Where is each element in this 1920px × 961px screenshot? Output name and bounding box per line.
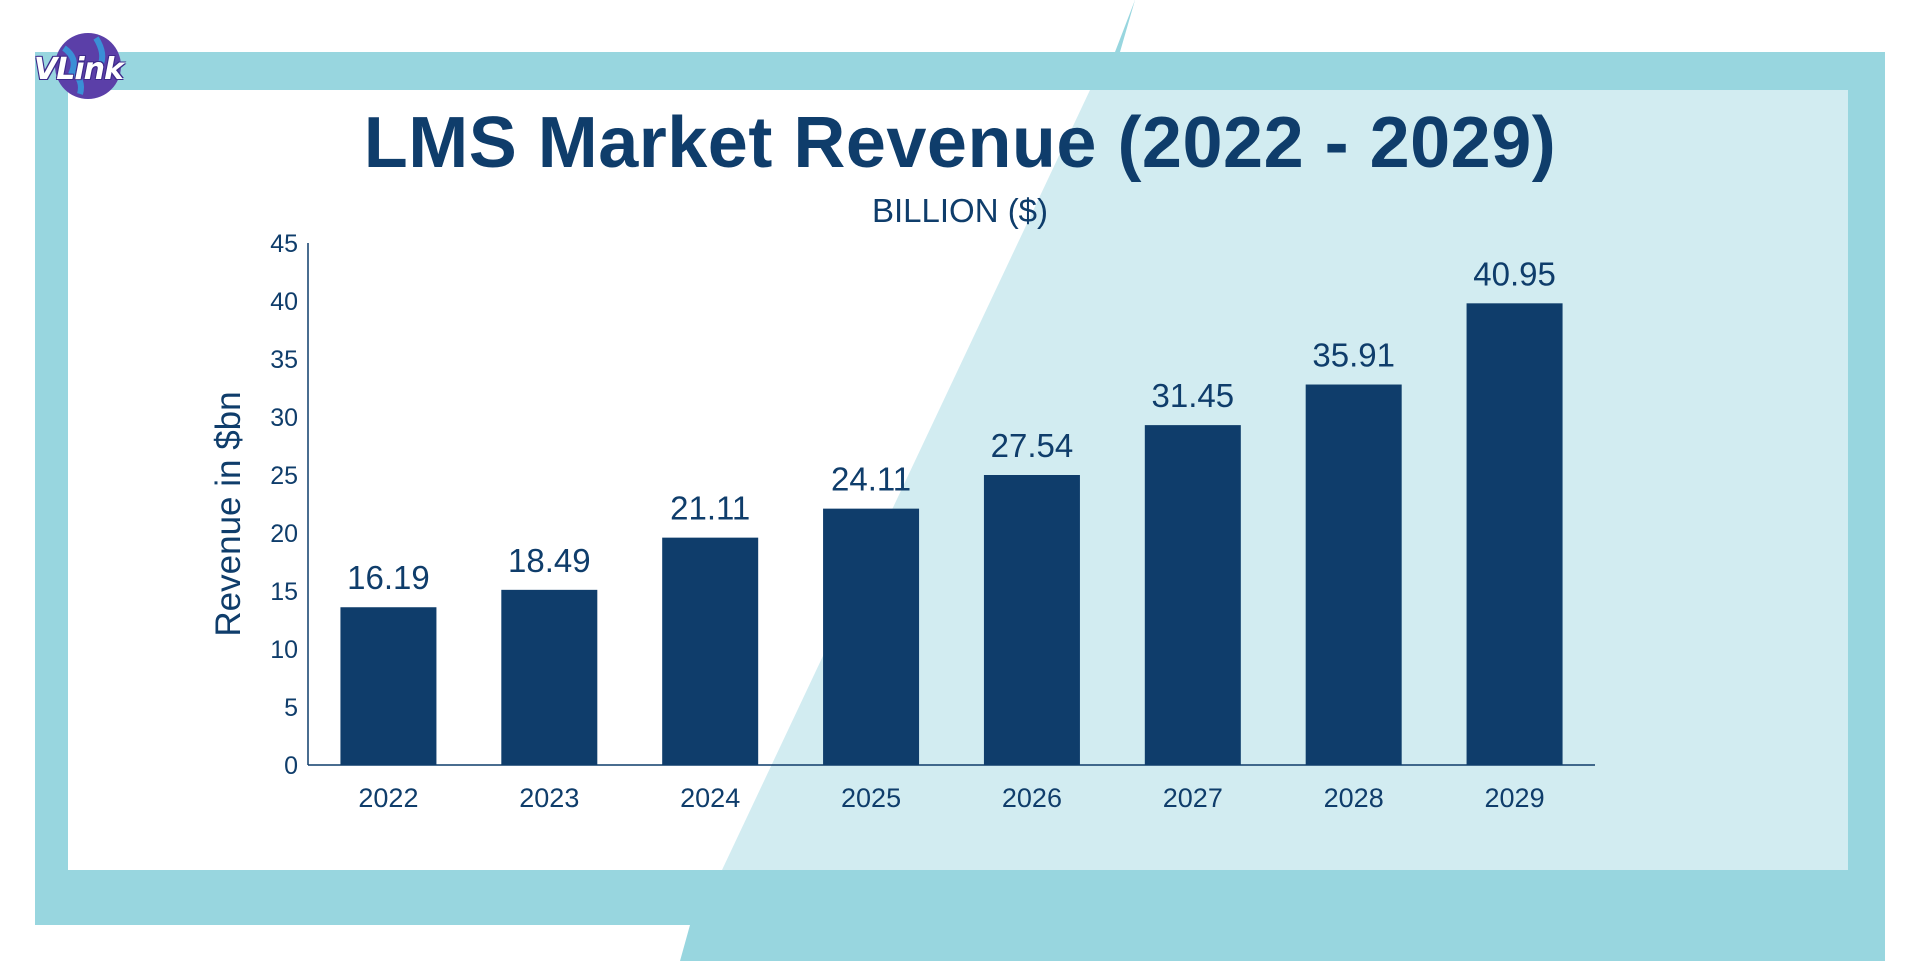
y-tick-label: 25 (270, 462, 298, 490)
y-tick-label: 30 (270, 404, 298, 432)
bar-2025 (823, 508, 920, 765)
bar-2023 (501, 589, 598, 765)
y-tick-label: 20 (270, 520, 298, 548)
y-axis-label: Revenue in $bn (209, 391, 248, 636)
data-label-2026: 27.54 (991, 427, 1074, 464)
data-label-2027: 31.45 (1152, 377, 1235, 414)
y-tick-label: 35 (270, 346, 298, 374)
bar-2024 (662, 537, 759, 765)
brand-logo: VLink (34, 52, 124, 87)
x-tick-label-2023: 2023 (519, 783, 579, 813)
bar-2029 (1466, 303, 1563, 765)
data-label-2025: 24.11 (831, 461, 911, 498)
data-label-2028: 35.91 (1312, 337, 1395, 374)
x-tick-label-2026: 2026 (1002, 783, 1062, 813)
chart-panel-white (68, 90, 1090, 870)
x-tick-label-2025: 2025 (841, 783, 901, 813)
x-tick-label-2022: 2022 (358, 783, 418, 813)
bar-2026 (983, 475, 1080, 765)
chart-title: LMS Market Revenue (2022 - 2029) (363, 103, 1557, 183)
bar-2022 (340, 607, 437, 765)
y-tick-label: 40 (270, 288, 298, 316)
y-tick-label: 10 (270, 636, 298, 664)
x-tick-label-2027: 2027 (1163, 783, 1223, 813)
data-label-2029: 40.95 (1473, 255, 1556, 292)
x-tick-label-2029: 2029 (1485, 783, 1545, 813)
data-label-2024: 21.11 (670, 490, 750, 527)
y-tick-label: 15 (270, 578, 298, 606)
x-tick-label-2024: 2024 (680, 783, 740, 813)
data-label-2022: 16.19 (347, 559, 430, 596)
data-label-2023: 18.49 (508, 542, 591, 579)
bar-2028 (1305, 384, 1402, 765)
y-tick-label: 0 (284, 752, 298, 780)
globe-icon (55, 33, 121, 99)
chart-subtitle: BILLION ($) (871, 192, 1049, 229)
y-tick-label: 5 (284, 694, 298, 722)
y-tick-label: 45 (270, 230, 298, 258)
x-tick-label-2028: 2028 (1324, 783, 1384, 813)
bar-2027 (1144, 425, 1241, 765)
